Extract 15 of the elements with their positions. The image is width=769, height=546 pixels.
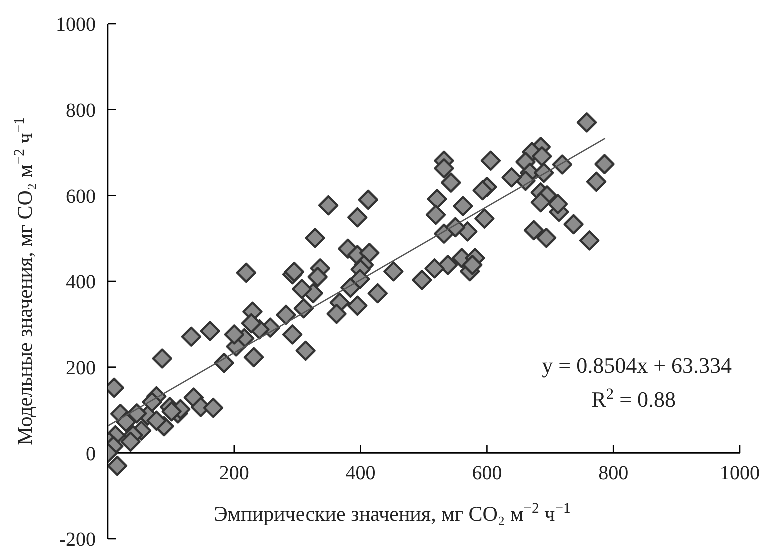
y-tick-label: 0	[86, 443, 96, 466]
y-tick-label: 600	[66, 186, 96, 208]
y-tick-label: 200	[66, 357, 96, 380]
y-tick-label: 1000	[56, 14, 96, 36]
x-tick-label: 200	[219, 462, 250, 484]
annotation: R$^{2}$ = 0.88	[592, 386, 676, 412]
y-tick-label: -200	[59, 529, 96, 546]
x-tick-label: 1000	[720, 462, 760, 484]
annotation: y = 0.8504x + 63.334	[542, 353, 732, 378]
x-axis-title: Эмпирические значения, мг CO₂ м$^{−2}$ ч$^{−1}$	[214, 501, 571, 526]
x-tick-label: 800	[598, 462, 629, 484]
x-tick-label: 400	[346, 462, 376, 484]
x-tick-label: 600	[472, 462, 502, 484]
y-tick-label: 800	[66, 100, 96, 122]
y-tick-label: 400	[66, 272, 96, 294]
